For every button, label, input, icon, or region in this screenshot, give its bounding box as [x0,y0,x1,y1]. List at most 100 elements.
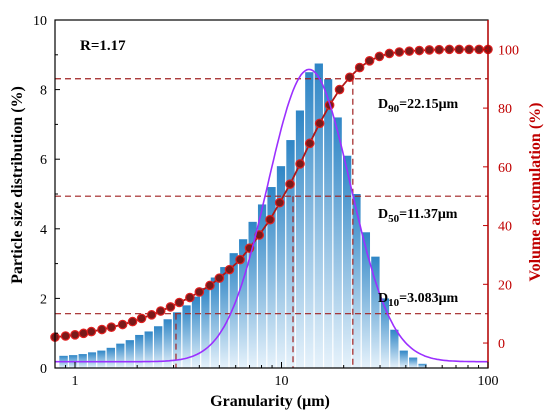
distribution-bar [135,334,144,368]
x-tick-label: 10 [275,374,289,389]
left-axis-title: Particle size distribution (%) [9,86,26,284]
cumulative-point [434,44,444,55]
distribution-bar [409,357,418,368]
distribution-bar [97,350,106,368]
y-right-tick-label: 20 [498,278,512,293]
distribution-bar [418,363,427,368]
distribution-bar [163,319,172,368]
cumulative-point [86,326,97,337]
cumulative-point [404,46,415,56]
distribution-bar [191,296,201,368]
distribution-bar [220,267,229,368]
y-left-tick-label: 6 [40,153,47,168]
distribution-bar [201,287,210,368]
cumulative-point [474,44,484,55]
y-right-tick-label: 0 [498,337,505,352]
distribution-bar [106,347,116,368]
cumulative-point [384,48,395,59]
cumulative-point [314,118,325,129]
distribution-bars [59,63,427,368]
distribution-bar [305,72,314,368]
distribution-bar [144,331,153,368]
distribution-bar [390,329,399,368]
cumulative-point [146,310,157,320]
percentile-label: D10=3.083μm [378,291,459,309]
distribution-bar [295,110,304,368]
cumulative-series [50,44,493,342]
percentile-guides [55,78,488,368]
distribution-bar [88,352,97,368]
y-left-tick-label: 10 [33,14,47,29]
distribution-bar [399,350,408,368]
distribution-bar [371,256,380,368]
percentile-label: D50=11.37μm [378,207,458,225]
y-right-tick-label: 80 [498,102,512,117]
y-left-tick-label: 8 [40,84,47,99]
cumulative-point [194,287,205,297]
cumulative-point [285,179,295,189]
y-left-tick-label: 2 [40,292,47,307]
distribution-bar [239,239,248,368]
cumulative-point [364,56,375,66]
cumulative-point [155,306,166,316]
x-tick-label: 1 [72,374,79,389]
cumulative-point [70,330,80,340]
cumulative-point [235,254,245,265]
cumulative-point [106,322,117,332]
fit-curve [55,68,488,363]
distribution-bar [343,155,352,368]
distribution-bar [314,63,323,368]
distribution-bar [276,166,286,368]
percentile-labels: D90=22.15μm D50=11.37μm D10=3.083μm [378,97,459,309]
y-right-tick-label: 40 [498,220,512,235]
distribution-bar [333,117,342,368]
cumulative-point [374,51,385,62]
cumulative-point [444,44,455,55]
cumulative-point [78,328,89,339]
cumulative-point [185,292,195,303]
percentile-label: D90=22.15μm [378,97,459,115]
cumulative-point [394,47,405,57]
cumulative-point [414,45,425,56]
y-right-tick-label: 100 [498,43,519,58]
y-left-tick-label: 0 [40,362,47,377]
cumulative-point [344,72,355,83]
distribution-bar [182,305,191,368]
right-axis-title: Volume accumulation (%) [527,103,544,282]
cumulative-point [136,313,147,324]
cumulative-point [127,316,138,327]
cumulative-point [60,331,71,341]
distribution-bar [267,187,276,368]
distribution-bar [361,232,371,368]
y-right-tick-label: 60 [498,161,512,176]
cumulative-point [354,62,365,73]
cumulative-point [295,159,305,169]
cumulative-point [224,264,235,275]
distribution-bar [352,194,361,368]
distribution-bar [257,204,267,368]
distribution-bar [172,312,182,368]
cumulative-point [165,302,176,312]
cumulative-point [117,319,128,330]
cumulative-point [304,138,315,149]
fit-curve-group [55,68,488,363]
x-tick-label: 100 [478,374,499,389]
distribution-bar [248,221,257,368]
x-axis-title: Granularity (μm) [210,393,330,410]
distribution-bar [210,277,219,368]
distribution-bar [116,343,125,368]
cumulative-point [274,197,285,208]
y-left-tick-label: 4 [40,223,47,238]
distribution-bar [125,340,134,368]
cumulative-point [265,214,275,225]
cumulative-point [214,273,225,283]
cumulative-point [424,45,435,55]
cumulative-point [464,44,474,55]
distribution-bar [286,140,295,368]
cumulative-point [454,44,464,55]
distribution-bar [324,79,333,368]
cumulative-point [205,280,215,291]
distribution-bar [153,326,163,368]
